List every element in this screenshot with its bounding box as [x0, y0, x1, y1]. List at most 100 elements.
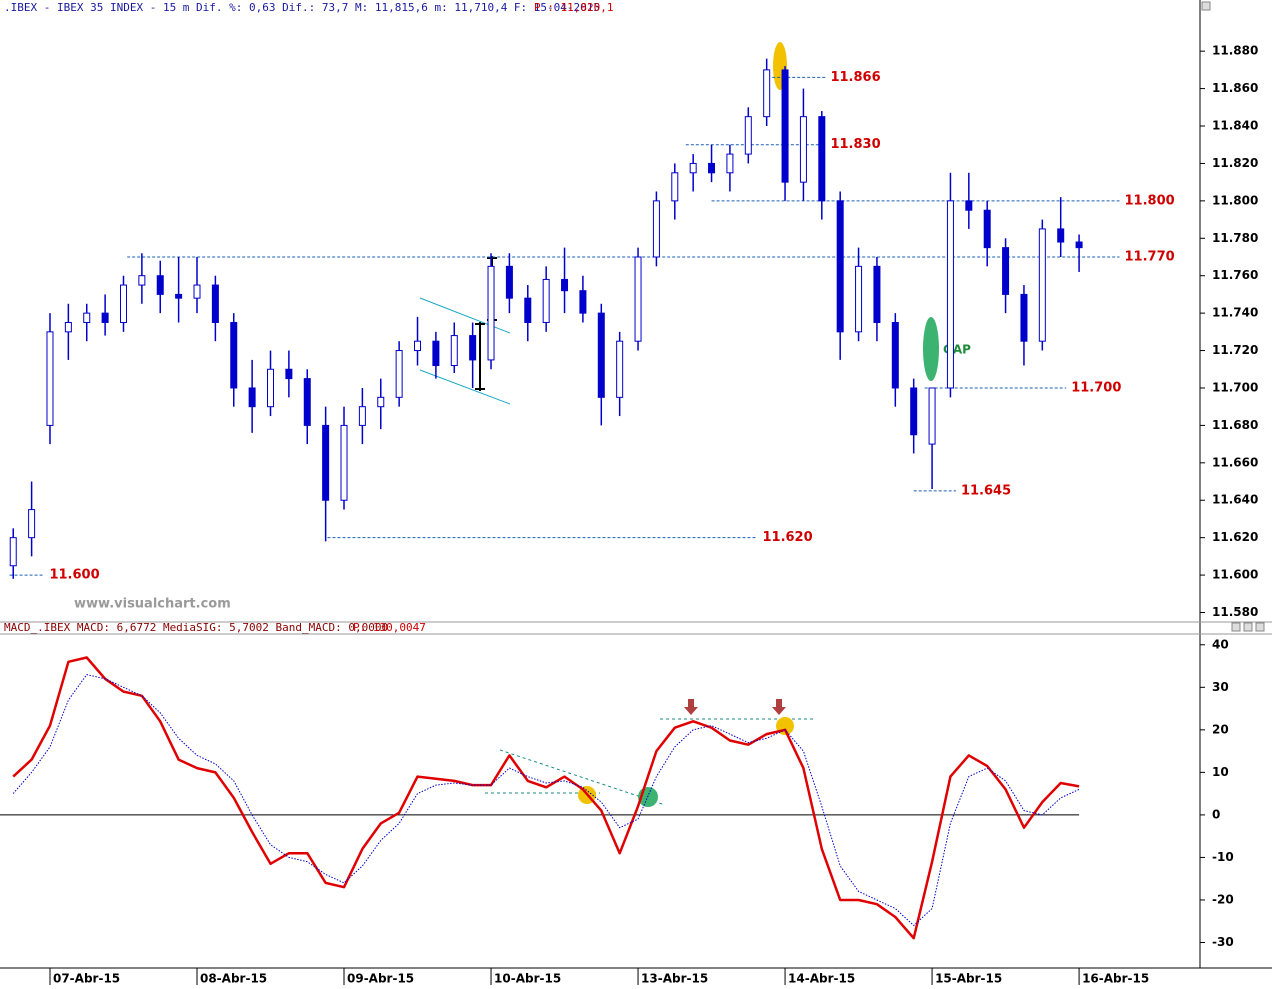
y-tick-label: 11.840 [1212, 119, 1258, 133]
y-tick-label: 11.740 [1212, 306, 1258, 320]
x-tick-label: 16-Abr-15 [1082, 972, 1149, 986]
candle-body [340, 424, 348, 501]
candle-body [855, 265, 863, 333]
x-tick-label: 09-Abr-15 [347, 972, 414, 986]
candle-body [267, 368, 275, 408]
y-tick-label: 40 [1212, 637, 1229, 651]
candle-body [248, 387, 256, 408]
candle-body [708, 162, 716, 174]
candle-body [395, 350, 403, 398]
candle-body [524, 297, 532, 323]
x-tick-label: 13-Abr-15 [641, 972, 708, 986]
watermark: www.visualchart.com [74, 597, 231, 612]
y-tick-label: 11.640 [1212, 493, 1258, 507]
candle-body [928, 387, 936, 445]
y-tick-label: 20 [1212, 722, 1229, 736]
candle-body [1038, 228, 1046, 342]
candle-body [119, 284, 127, 323]
y-tick-label: 11.600 [1212, 568, 1258, 582]
candle-body [230, 321, 238, 389]
candle-body [891, 321, 899, 389]
y-tick-label: 11.780 [1212, 231, 1258, 245]
candle-body [818, 116, 826, 202]
y-tick-label: 11.720 [1212, 343, 1258, 357]
gap-ellipse [923, 317, 939, 381]
candle-body [781, 69, 789, 183]
candle-body [726, 153, 734, 174]
arrow-down [772, 699, 786, 715]
x-tick-label: 07-Abr-15 [53, 972, 120, 986]
candle-body [836, 200, 844, 333]
y-tick-label: 11.660 [1212, 455, 1258, 469]
candle-body [946, 200, 954, 389]
candle-body [799, 116, 807, 183]
window-button[interactable] [1255, 622, 1265, 632]
candle-body [634, 256, 642, 342]
candle-body [1057, 228, 1065, 243]
signal-line [12, 674, 1080, 926]
level-label: 11.770 [1125, 249, 1175, 264]
window-button[interactable] [1231, 622, 1241, 632]
y-tick-label: 11.620 [1212, 530, 1258, 544]
arrow-down [684, 699, 698, 715]
candle-body [358, 406, 366, 426]
candle-body [542, 278, 550, 323]
candle-body [322, 424, 330, 501]
y-tick-label: 0 [1212, 807, 1220, 821]
x-tick-label: 14-Abr-15 [788, 972, 855, 986]
candle-body [28, 509, 36, 539]
candle-body [377, 396, 385, 408]
price-header: .IBEX - IBEX 35 INDEX - 15 m Dif. %: 0,6… [4, 1, 600, 14]
candle-body [432, 340, 440, 367]
y-tick-label: 11.680 [1212, 418, 1258, 432]
y-tick-label: -30 [1212, 935, 1234, 949]
channel-line [419, 297, 511, 334]
level-label: 11.830 [830, 137, 880, 152]
x-tick-label: 15-Abr-15 [935, 972, 1002, 986]
level-label: 11.700 [1071, 380, 1121, 395]
y-tick-label: 11.580 [1212, 605, 1258, 619]
candle-body [83, 312, 91, 323]
candle-body [983, 209, 991, 249]
y-tick-label: 10 [1212, 765, 1229, 779]
y-tick-label: -20 [1212, 892, 1234, 906]
candle-body [1002, 247, 1010, 295]
level-label: 11.800 [1125, 193, 1175, 208]
trend-line [499, 749, 666, 806]
y-tick-label: 11.880 [1212, 44, 1258, 58]
candle-body [652, 200, 660, 258]
price-header-value: P : 11,820,1 [534, 1, 613, 14]
candle-body [285, 368, 293, 380]
candle-body [616, 340, 624, 398]
channel-line [419, 369, 511, 405]
candle-body [965, 200, 973, 211]
y-tick-label: 30 [1212, 680, 1229, 694]
candle-body [156, 275, 164, 295]
x-tick-label: 08-Abr-15 [200, 972, 267, 986]
candle-body [1075, 241, 1083, 249]
window-button[interactable] [1201, 1, 1211, 11]
candle-body [193, 284, 201, 299]
candle-body [597, 312, 605, 398]
candle-body [138, 275, 146, 286]
candle-body [450, 335, 458, 367]
candle-body [303, 378, 311, 426]
candle-body [414, 340, 422, 352]
candle-body [46, 331, 54, 426]
y-tick-label: 11.700 [1212, 380, 1258, 394]
window-buttons [1201, 1, 1265, 632]
candle-body [505, 265, 513, 299]
candle-body [873, 265, 881, 323]
y-tick-label: 11.820 [1212, 156, 1258, 170]
level-label: 11.600 [49, 568, 99, 583]
y-tick-label: 11.860 [1212, 81, 1258, 95]
candle-body [910, 387, 918, 436]
candle-body [64, 321, 72, 333]
candle-body [9, 537, 17, 567]
window-button[interactable] [1243, 622, 1253, 632]
macd-header-value: P: 130,0047 [353, 621, 426, 634]
candle-body [175, 293, 183, 299]
